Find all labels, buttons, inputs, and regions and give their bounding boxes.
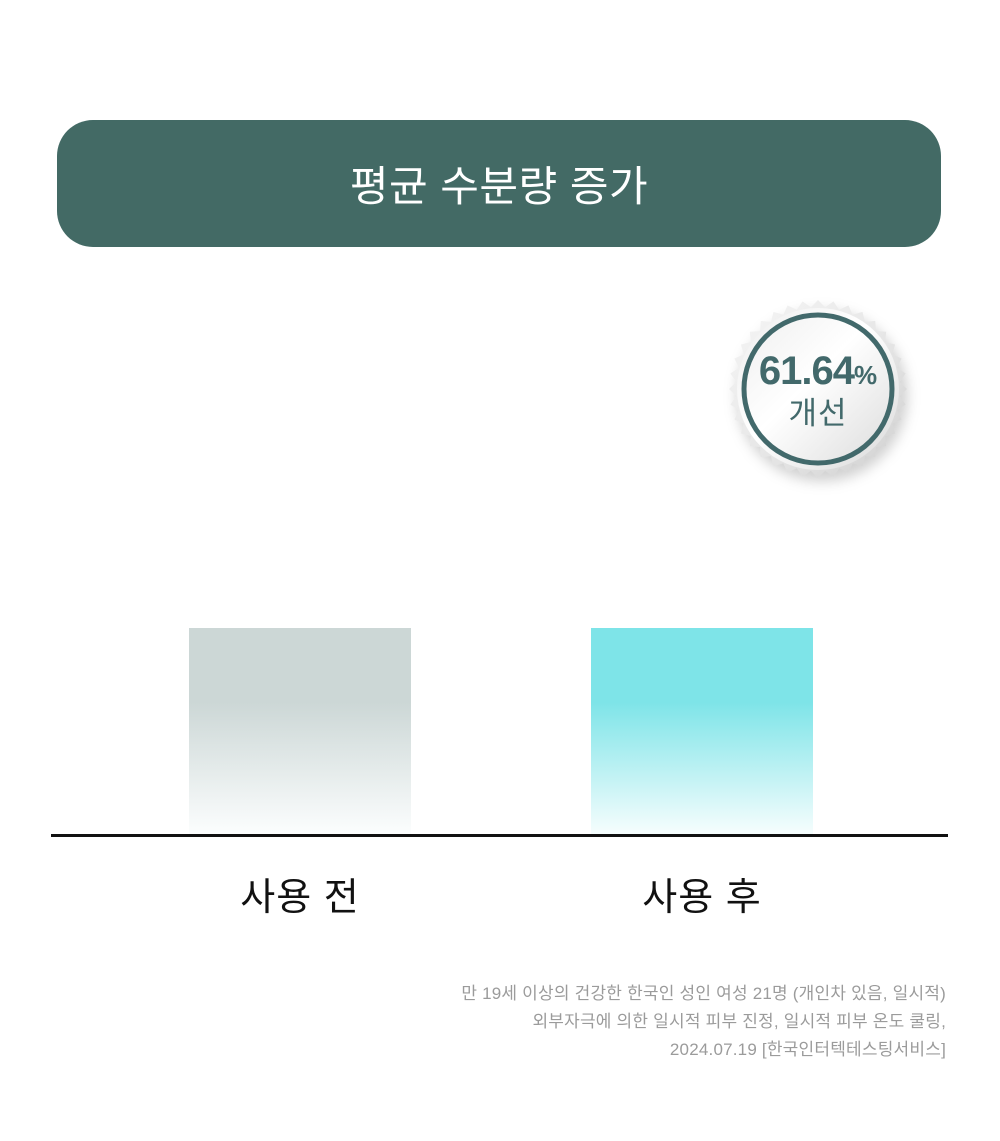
- disclaimer-line: 만 19세 이상의 건강한 한국인 성인 여성 21명 (개인차 있음, 일시적…: [461, 984, 946, 1003]
- badge-seal-icon: [729, 300, 907, 478]
- badge-percent-value: 61.64: [758, 349, 855, 393]
- bar-after: [591, 628, 813, 834]
- label-after: 사용 후: [642, 877, 762, 919]
- title-banner: 평균 수분량 증가: [57, 120, 941, 247]
- bar-before: [189, 628, 411, 834]
- badge-inner-circle: [737, 308, 899, 470]
- page-title: 평균 수분량 증가: [349, 163, 649, 210]
- badge-percent: 61.64%: [759, 351, 877, 391]
- disclaimer-line: 2024.07.19 [한국인터텍테스팅서비스]: [669, 1040, 946, 1059]
- badge-improvement-label: 개선: [788, 396, 848, 431]
- badge-percent-sign: %: [853, 360, 878, 390]
- disclaimer: 만 19세 이상의 건강한 한국인 성인 여성 21명 (개인차 있음, 일시적…: [461, 980, 946, 1064]
- badge-text: 61.64% 개선: [728, 299, 908, 479]
- improvement-badge: 61.64% 개선: [728, 299, 908, 479]
- label-before: 사용 전: [240, 877, 360, 919]
- x-axis-line: [51, 834, 948, 837]
- badge-ring: [741, 312, 895, 466]
- disclaimer-line: 외부자극에 의한 일시적 피부 진정, 일시적 피부 온도 쿨링,: [532, 1012, 946, 1031]
